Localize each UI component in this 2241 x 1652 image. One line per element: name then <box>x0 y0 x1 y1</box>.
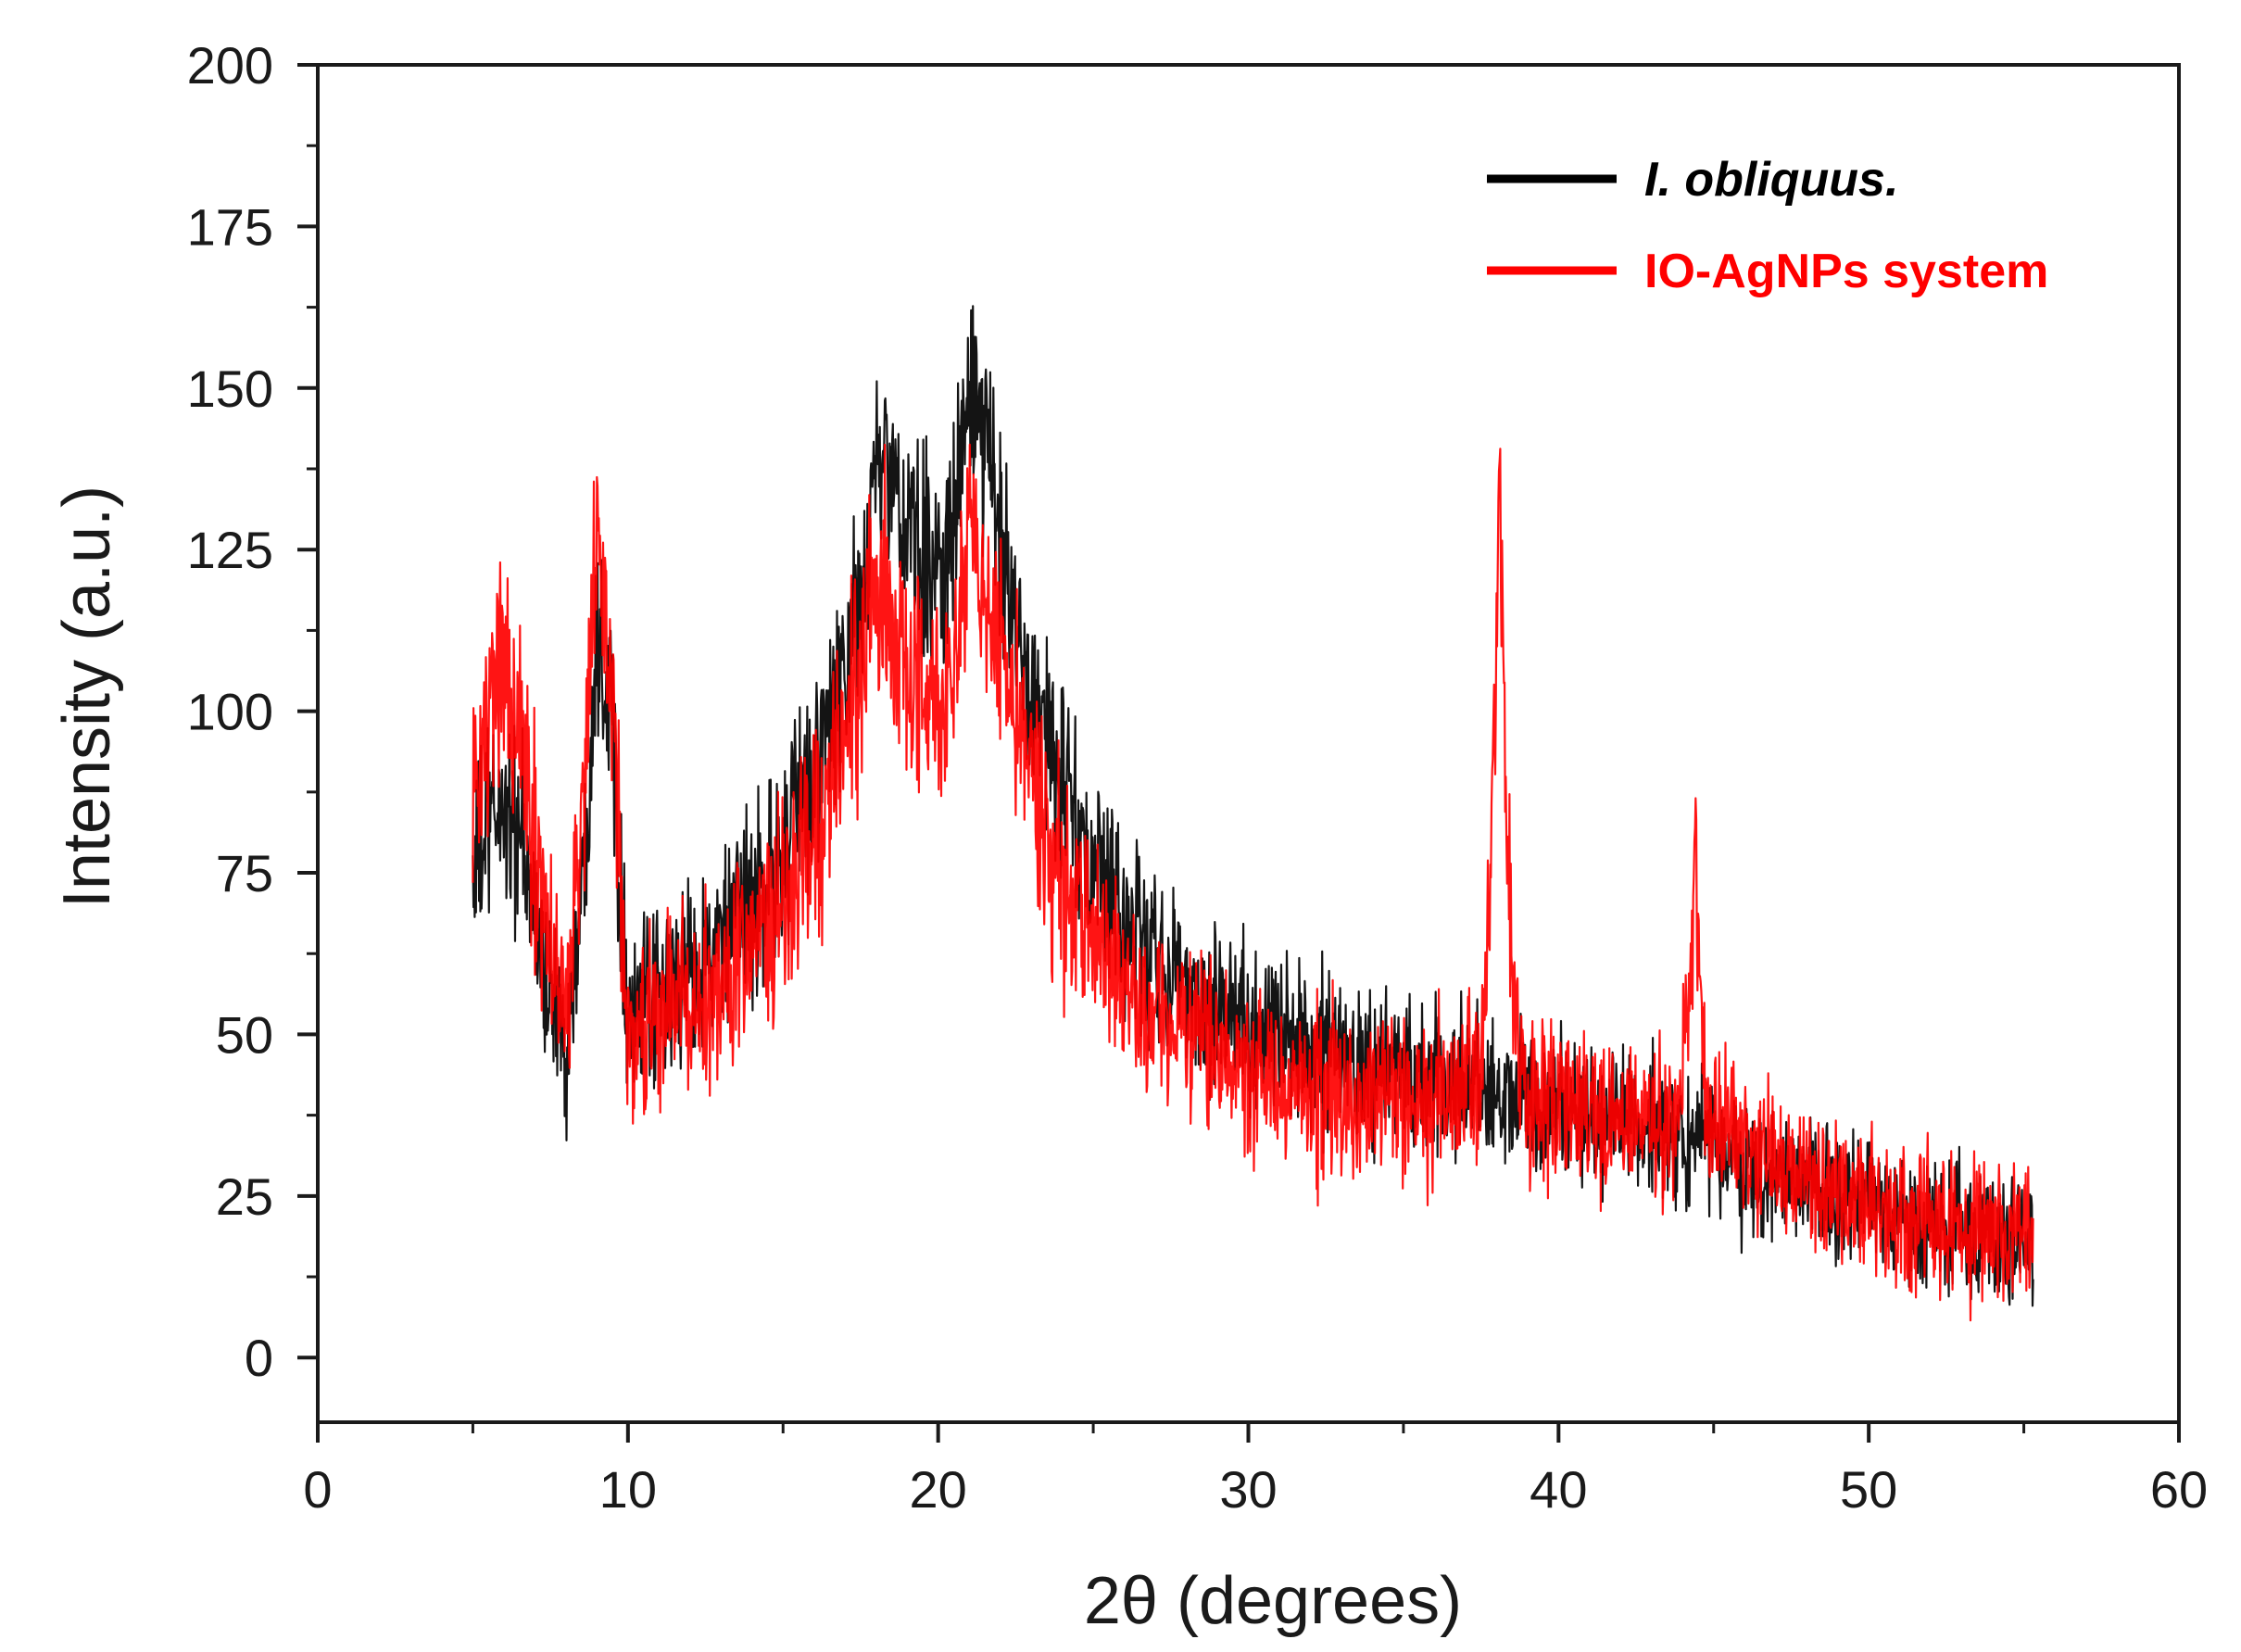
y-tick-label: 75 <box>216 844 273 902</box>
x-tick-label: 10 <box>599 1460 657 1519</box>
y-tick-label: 100 <box>187 683 273 741</box>
x-axis-title: 2θ (degrees) <box>1084 1564 1462 1638</box>
x-tick-label: 0 <box>303 1460 332 1519</box>
y-axis-title: Intensity (a.u.) <box>50 486 124 908</box>
y-tick-label: 0 <box>245 1329 273 1387</box>
x-axis-ticks: 0 10 20 30 40 50 60 <box>303 1422 2208 1519</box>
legend-label-i-obliquus: I. obliquus. <box>1644 153 1898 207</box>
x-tick-label: 20 <box>910 1460 967 1519</box>
series-line-io-agnps <box>472 443 2034 1322</box>
y-tick-label: 125 <box>187 521 273 579</box>
y-tick-label: 150 <box>187 359 273 418</box>
legend-label-io-agnps: IO-AgNPs system <box>1644 245 2048 298</box>
x-tick-label: 50 <box>1840 1460 1897 1519</box>
x-tick-label: 40 <box>1530 1460 1587 1519</box>
y-tick-label: 50 <box>216 1005 273 1064</box>
series-layer <box>472 305 2034 1322</box>
y-tick-label: 25 <box>216 1167 273 1226</box>
y-axis-ticks: 0 25 50 75 100 125 150 175 200 <box>187 36 318 1387</box>
legend: I. obliquus. IO-AgNPs system <box>1487 153 2048 298</box>
x-tick-label: 30 <box>1219 1460 1277 1519</box>
y-tick-label: 175 <box>187 197 273 256</box>
x-tick-label: 60 <box>2150 1460 2208 1519</box>
y-tick-label: 200 <box>187 36 273 95</box>
